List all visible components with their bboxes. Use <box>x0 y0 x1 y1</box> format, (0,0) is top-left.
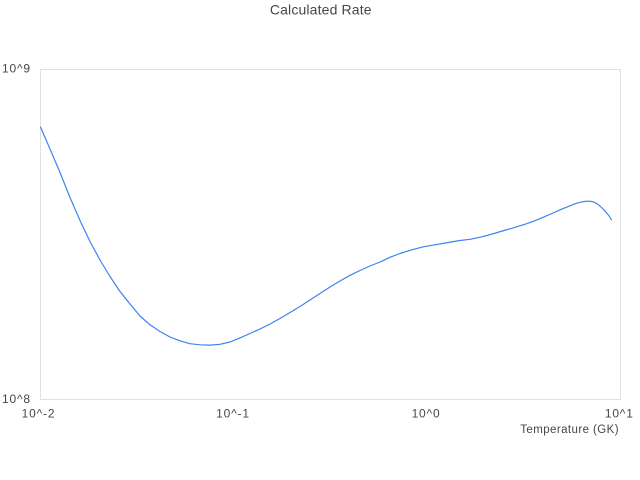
svg-text:10^0: 10^0 <box>412 407 441 421</box>
svg-text:10^-2: 10^-2 <box>22 407 56 421</box>
svg-text:10^8: 10^8 <box>2 392 31 406</box>
svg-text:10^-1: 10^-1 <box>216 407 250 421</box>
svg-text:10^1: 10^1 <box>605 407 634 421</box>
svg-text:Temperature (GK): Temperature (GK) <box>520 424 619 436</box>
svg-text:10^9: 10^9 <box>2 62 31 76</box>
svg-text:Calculated Rate: Calculated Rate <box>270 2 372 18</box>
